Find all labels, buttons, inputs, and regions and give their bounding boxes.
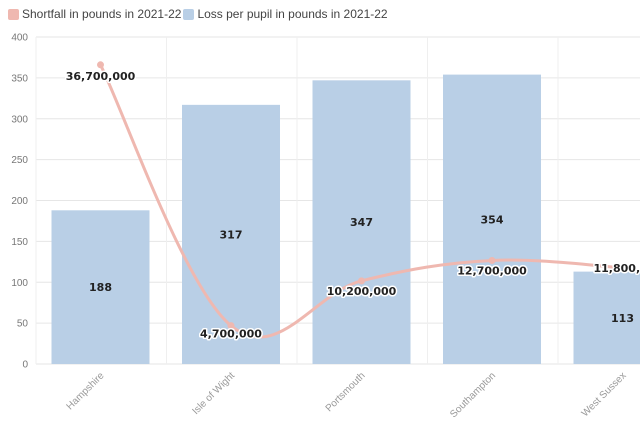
x-axis: Hampshire Isle of Wight Portsmouth Southamp… xyxy=(65,370,629,420)
line-series-path xyxy=(99,63,624,339)
shortfall-line xyxy=(97,61,626,339)
legend-swatch-loss-per-pupil xyxy=(183,8,195,20)
legend-item-loss-per-pupil[interactable]: Loss per pupil in pounds in 2021-22 xyxy=(183,7,388,21)
bar-value-label: 354 xyxy=(481,213,504,226)
legend-label-loss-per-pupil: Loss per pupil in pounds in 2021-22 xyxy=(197,7,388,21)
bar-value-label: 188 xyxy=(89,281,112,294)
line-point[interactable] xyxy=(488,256,496,264)
line-point[interactable] xyxy=(227,322,235,330)
x-tick-label: Hampshire xyxy=(65,370,107,412)
y-tick-label: 0 xyxy=(22,360,28,371)
y-tick-label: 200 xyxy=(11,196,28,207)
line-value-label: 12,700,000 xyxy=(457,264,527,277)
x-tick-label: West Sussex xyxy=(580,370,629,419)
line-value-label: 36,700,000 xyxy=(66,70,136,83)
bar[interactable] xyxy=(312,80,411,364)
legend-item-shortfall[interactable]: Shortfall in pounds in 2021-22 xyxy=(8,7,181,21)
line-value-label: 4,700,000 xyxy=(200,328,262,341)
y-tick-label: 100 xyxy=(11,278,28,289)
legend-swatch-shortfall xyxy=(8,8,19,20)
legend: Shortfall in pounds in 2021-22 Loss per … xyxy=(8,6,390,22)
x-tick-label: Southampton xyxy=(448,370,498,420)
x-tick-label: Portsmouth xyxy=(324,370,368,414)
y-tick-label: 150 xyxy=(11,237,28,248)
line-point[interactable] xyxy=(97,61,104,69)
bar[interactable] xyxy=(182,104,280,364)
y-tick-label: 250 xyxy=(11,155,28,166)
line-value-label: 11,800,000 xyxy=(594,262,640,275)
y-axis: 0 50 100 150 200 250 300 350 400 xyxy=(11,33,28,371)
line-point[interactable] xyxy=(358,277,365,285)
bar[interactable] xyxy=(573,271,640,364)
line-point[interactable] xyxy=(619,264,626,272)
y-tick-label: 400 xyxy=(11,33,28,44)
y-tick-label: 300 xyxy=(11,114,28,125)
line-value-label: 10,200,000 xyxy=(327,285,397,298)
bars xyxy=(51,74,640,364)
bar-value-label: 113 xyxy=(611,312,634,325)
bar-value-label: 317 xyxy=(220,228,243,241)
data-labels: 188 317 347 354 113 36,700,000 4,700,000 10,200… xyxy=(64,68,640,342)
bar[interactable] xyxy=(443,74,541,364)
x-tick-label: Isle of Wight xyxy=(190,370,237,417)
legend-label-shortfall: Shortfall in pounds in 2021-22 xyxy=(22,7,182,21)
y-tick-label: 50 xyxy=(17,319,29,330)
bar-value-label: 347 xyxy=(350,216,373,229)
y-tick-label: 350 xyxy=(11,73,28,84)
bar[interactable] xyxy=(51,210,150,364)
